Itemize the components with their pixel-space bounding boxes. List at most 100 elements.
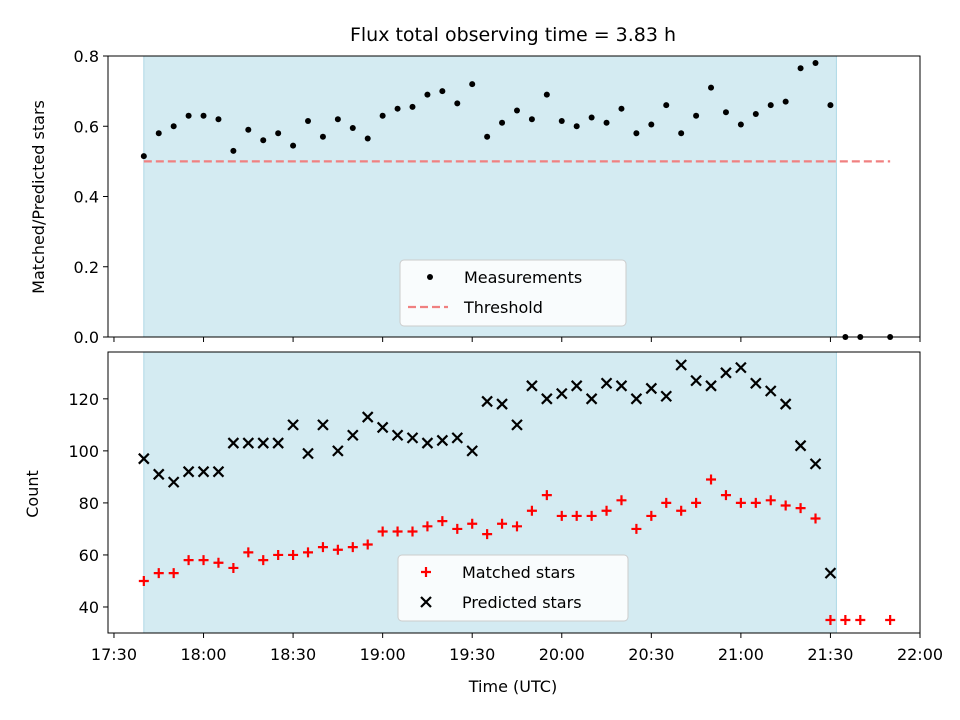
measurement-point bbox=[439, 88, 446, 95]
measurement-point bbox=[484, 133, 491, 140]
matched-star-point bbox=[168, 568, 179, 579]
predicted-star-point bbox=[361, 411, 374, 423]
legend-box bbox=[397, 554, 629, 622]
measurement-point bbox=[558, 117, 565, 124]
matched-star-point bbox=[362, 539, 373, 550]
matched-star-point bbox=[288, 549, 299, 560]
matched-star-point bbox=[586, 510, 597, 521]
predicted-star-point bbox=[272, 437, 284, 449]
matched-star-point bbox=[228, 562, 239, 573]
x-tick-label: 20:30 bbox=[628, 645, 674, 664]
matched-star-point bbox=[795, 503, 806, 514]
matched-star-point bbox=[407, 526, 418, 537]
legend-box bbox=[399, 259, 627, 327]
measurement-point bbox=[708, 84, 715, 91]
measurement-point bbox=[499, 119, 506, 126]
predicted-star-point bbox=[735, 361, 747, 374]
matched-star-point bbox=[571, 510, 582, 521]
matched-star-point bbox=[616, 495, 627, 506]
matched-star-point bbox=[377, 526, 388, 537]
y-tick-label: 0.2 bbox=[74, 258, 99, 277]
predicted-star-point bbox=[526, 380, 538, 392]
predicted-star-point bbox=[451, 432, 464, 444]
measurement-point bbox=[424, 91, 431, 98]
measurement-point bbox=[290, 142, 297, 149]
matched-star-point bbox=[198, 555, 209, 566]
predicted-star-point bbox=[750, 377, 762, 389]
measurement-point bbox=[409, 103, 416, 110]
predicted-star-point bbox=[720, 367, 732, 379]
measurement-point bbox=[618, 105, 625, 112]
predicted-star-point bbox=[705, 380, 717, 392]
measurement-point bbox=[275, 130, 282, 137]
y-tick-label: 100 bbox=[68, 442, 99, 461]
matched-star-point bbox=[735, 497, 746, 508]
measurement-point bbox=[812, 60, 819, 67]
predicted-star-point bbox=[302, 447, 314, 460]
matched-star-point bbox=[213, 557, 224, 568]
measurement-point bbox=[797, 65, 804, 72]
predicted-star-point bbox=[570, 380, 583, 392]
matched-star-point bbox=[750, 497, 761, 508]
predicted-star-point bbox=[481, 395, 493, 408]
predicted-star-point bbox=[152, 468, 165, 481]
measurement-point bbox=[200, 112, 207, 119]
measurement-point bbox=[364, 135, 371, 142]
measurement-point bbox=[185, 112, 192, 119]
measurement-point bbox=[663, 102, 670, 109]
chart-title: Flux total observing time = 3.83 h bbox=[350, 24, 676, 46]
matched-star-point bbox=[317, 542, 328, 553]
y-tick-label: 0.4 bbox=[74, 188, 99, 207]
matched-star-point bbox=[646, 510, 657, 521]
predicted-star-point bbox=[690, 374, 702, 387]
measurement-point bbox=[379, 112, 386, 119]
predicted-star-point bbox=[555, 387, 568, 400]
measurement-point bbox=[782, 98, 789, 105]
x-tick-label: 17:30 bbox=[91, 645, 137, 664]
y-tick-label: 120 bbox=[68, 390, 99, 409]
matched-star-point bbox=[855, 614, 866, 625]
measurement-point bbox=[155, 130, 162, 137]
measurement-point bbox=[767, 102, 774, 109]
plot-frame bbox=[107, 351, 921, 634]
measurement-point bbox=[528, 116, 535, 123]
measurement-point bbox=[469, 81, 476, 88]
matched-star-point bbox=[422, 521, 433, 532]
predicted-star-point bbox=[287, 419, 299, 431]
matched-star-point bbox=[691, 497, 702, 508]
predicted-star-point bbox=[227, 437, 240, 449]
predicted-star-point bbox=[600, 377, 613, 389]
predicted-star-point bbox=[332, 445, 344, 457]
measurement-point bbox=[245, 126, 252, 133]
measurement-point bbox=[648, 121, 655, 128]
x-tick-label: 18:30 bbox=[270, 645, 316, 664]
measurement-point bbox=[633, 130, 640, 137]
predicted-star-point bbox=[541, 393, 553, 405]
matched-star-point bbox=[810, 513, 821, 524]
predicted-star-point bbox=[809, 458, 822, 470]
predicted-star-point bbox=[496, 398, 508, 410]
predicted-star-point bbox=[615, 380, 628, 392]
predicted-star-point bbox=[197, 465, 210, 478]
matched-star-point bbox=[392, 526, 403, 537]
predicted-star-point bbox=[660, 390, 673, 403]
measurement-point bbox=[678, 130, 685, 137]
measurement-point bbox=[752, 110, 759, 117]
predicted-star-point bbox=[406, 432, 419, 444]
measurement-point bbox=[215, 116, 222, 123]
y-tick-label: 40 bbox=[79, 598, 99, 617]
measurement-point bbox=[693, 112, 700, 119]
predicted-star-point bbox=[391, 429, 404, 442]
matched-star-point bbox=[437, 516, 448, 527]
predicted-star-point bbox=[824, 567, 837, 579]
matched-star-point bbox=[153, 568, 164, 579]
predicted-star-point bbox=[257, 437, 270, 449]
measurement-point bbox=[573, 123, 580, 130]
measurement-point bbox=[394, 105, 401, 112]
matched-star-point bbox=[452, 523, 463, 534]
predicted-star-point bbox=[376, 421, 389, 434]
predicted-star-point bbox=[511, 419, 523, 431]
matched-star-point bbox=[676, 505, 687, 516]
measurement-point bbox=[454, 100, 461, 107]
